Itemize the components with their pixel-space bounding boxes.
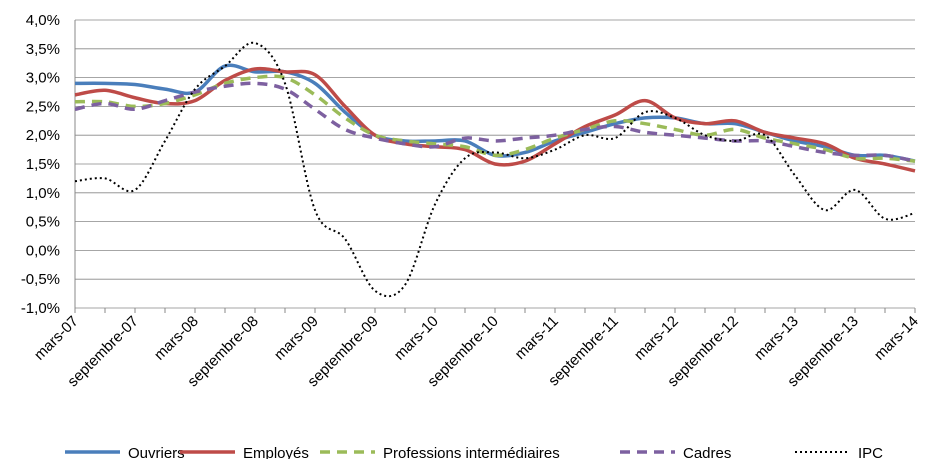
legend-label: Cadres [683, 445, 731, 459]
legend-label: Professions intermédiaires [383, 445, 560, 459]
y-tick-label: 3,5% [26, 41, 60, 58]
y-tick-label: 0,5% [26, 214, 60, 231]
x-tick-label: mars-09 [271, 313, 322, 364]
x-tick-label: mars-11 [512, 313, 562, 363]
x-tick-label: mars-10 [391, 313, 442, 364]
y-tick-label: 2,0% [26, 127, 60, 144]
x-tick-label: mars-08 [151, 313, 202, 364]
y-tick-label: 2,5% [26, 98, 60, 115]
x-tick-label: mars-07 [31, 313, 82, 364]
x-tick-label: mars-14 [871, 313, 922, 364]
y-tick-label: 4,0% [26, 12, 60, 29]
x-tick-label: mars-12 [631, 313, 682, 364]
y-tick-label: -0,5% [21, 271, 60, 288]
y-tick-label: 1,0% [26, 185, 60, 202]
y-tick-label: 3,0% [26, 70, 60, 87]
series-line [74, 41, 916, 298]
y-tick-label: 1,5% [26, 156, 60, 173]
legend-label: Ouvriers [128, 445, 185, 459]
x-tick-label: mars-13 [751, 313, 802, 364]
y-tick-label: -1,0% [21, 300, 60, 317]
legend-label: Employés [243, 445, 309, 459]
legend-label: IPC [858, 445, 883, 459]
y-tick-label: 0,0% [26, 242, 60, 259]
series-line [74, 81, 916, 163]
